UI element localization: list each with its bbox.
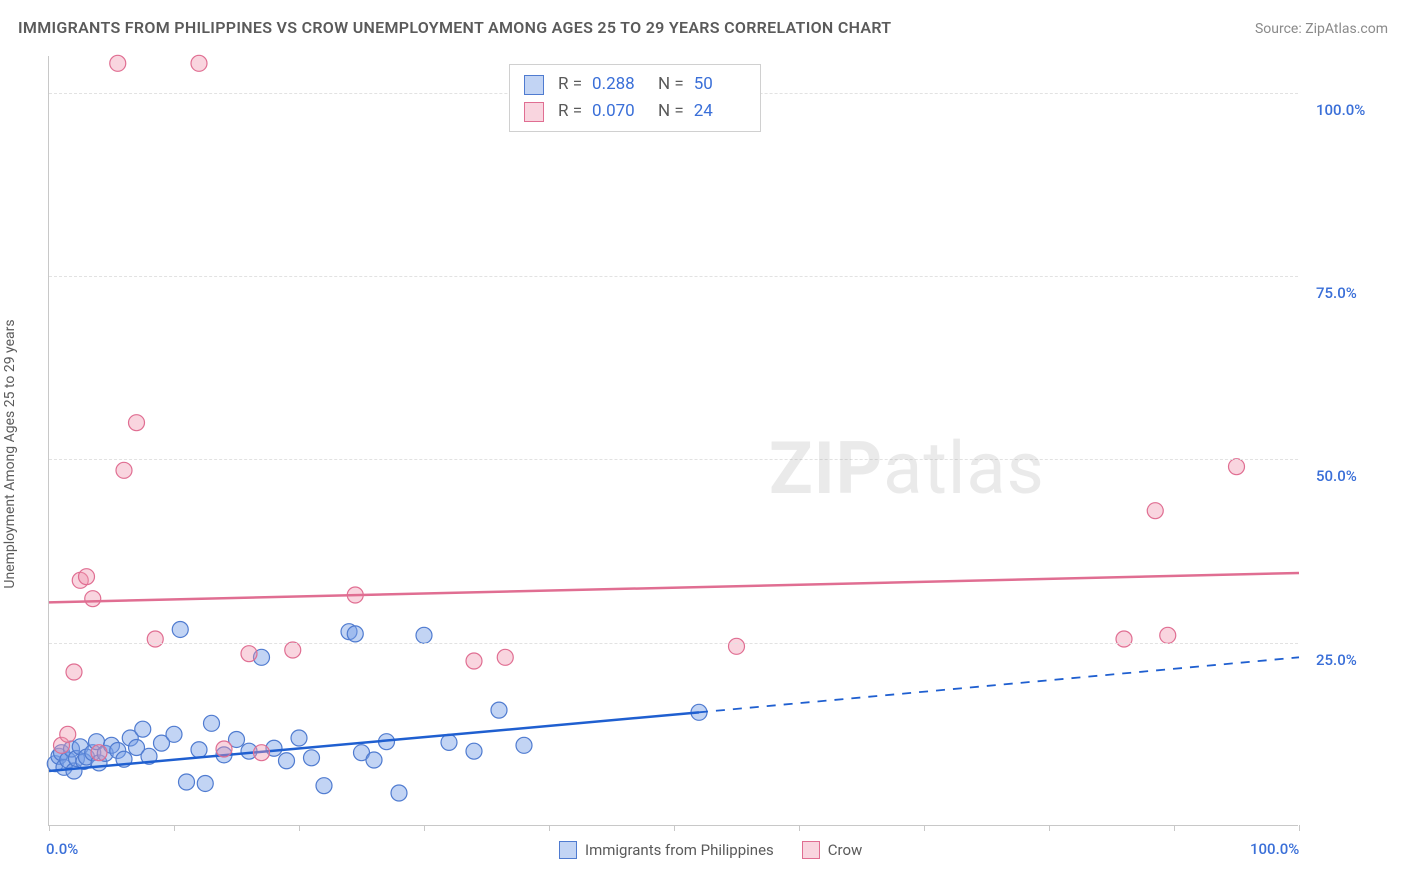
r-label: R = xyxy=(558,71,582,98)
n-label: N = xyxy=(658,71,684,98)
legend-swatch xyxy=(524,75,544,95)
x-tick-label: 0.0% xyxy=(46,840,78,858)
x-tick xyxy=(49,825,50,831)
x-tick xyxy=(549,825,550,831)
n-value: 50 xyxy=(694,71,746,98)
x-tick xyxy=(1174,825,1175,831)
data-point xyxy=(729,638,745,654)
data-point xyxy=(166,726,182,742)
data-point xyxy=(347,626,363,642)
legend-row: R = 0.070 N = 24 xyxy=(524,98,746,125)
gridline xyxy=(49,276,1298,277)
data-point xyxy=(66,664,82,680)
x-tick xyxy=(799,825,800,831)
legend-item: Immigrants from Philippines xyxy=(559,841,774,859)
data-point xyxy=(1116,631,1132,647)
data-point xyxy=(316,778,332,794)
legend-item: Crow xyxy=(802,841,863,859)
data-point xyxy=(110,55,126,71)
x-tick xyxy=(1049,825,1050,831)
data-point xyxy=(197,775,213,791)
data-point xyxy=(254,745,270,761)
data-point xyxy=(147,631,163,647)
data-point xyxy=(441,734,457,750)
data-point xyxy=(491,702,507,718)
y-tick-label: 75.0% xyxy=(1316,284,1357,302)
data-point xyxy=(304,750,320,766)
x-tick xyxy=(299,825,300,831)
trend-line xyxy=(49,573,1299,602)
legend-row: R = 0.288 N = 50 xyxy=(524,71,746,98)
gridline xyxy=(49,459,1298,460)
data-point xyxy=(1160,627,1176,643)
legend-swatch xyxy=(559,841,577,859)
x-tick xyxy=(924,825,925,831)
data-point xyxy=(497,649,513,665)
gridline xyxy=(49,643,1298,644)
legend-label: Crow xyxy=(828,841,863,859)
y-tick-label: 100.0% xyxy=(1316,101,1365,119)
x-tick xyxy=(424,825,425,831)
legend-swatch xyxy=(524,102,544,122)
r-value: 0.288 xyxy=(592,71,644,98)
data-point xyxy=(1147,503,1163,519)
data-point xyxy=(216,741,232,757)
legend-swatch xyxy=(802,841,820,859)
data-point xyxy=(416,627,432,643)
data-point xyxy=(129,415,145,431)
data-point xyxy=(204,715,220,731)
data-point xyxy=(60,726,76,742)
scatter-plot-svg xyxy=(49,56,1298,825)
data-point xyxy=(1229,459,1245,475)
y-tick-label: 25.0% xyxy=(1316,651,1357,669)
data-point xyxy=(85,591,101,607)
source-attribution: Source: ZipAtlas.com xyxy=(1255,21,1388,37)
data-point xyxy=(241,646,257,662)
data-point xyxy=(191,55,207,71)
data-point xyxy=(116,462,132,478)
data-point xyxy=(516,737,532,753)
x-tick-label: 100.0% xyxy=(1250,840,1299,858)
data-point xyxy=(179,774,195,790)
data-point xyxy=(135,721,151,737)
r-label: R = xyxy=(558,98,582,125)
r-value: 0.070 xyxy=(592,98,644,125)
chart-title: IMMIGRANTS FROM PHILIPPINES VS CROW UNEM… xyxy=(18,18,891,37)
data-point xyxy=(291,730,307,746)
correlation-legend: R = 0.288 N = 50 R = 0.070 N = 24 xyxy=(509,64,761,132)
n-value: 24 xyxy=(694,98,746,125)
data-point xyxy=(466,743,482,759)
data-point xyxy=(466,653,482,669)
data-point xyxy=(191,742,207,758)
data-point xyxy=(285,642,301,658)
data-point xyxy=(391,785,407,801)
data-point xyxy=(91,745,107,761)
data-point xyxy=(366,752,382,768)
n-label: N = xyxy=(658,98,684,125)
x-tick xyxy=(1299,825,1300,831)
legend-label: Immigrants from Philippines xyxy=(585,841,774,859)
x-tick xyxy=(174,825,175,831)
trend-line-extrapolated xyxy=(699,657,1299,712)
data-point xyxy=(172,621,188,637)
data-point xyxy=(79,569,95,585)
series-legend: Immigrants from Philippines Crow xyxy=(559,841,862,859)
y-axis-label: Unemployment Among Ages 25 to 29 years xyxy=(2,319,18,588)
y-tick-label: 50.0% xyxy=(1316,467,1357,485)
data-point xyxy=(279,753,295,769)
x-tick xyxy=(674,825,675,831)
scatter-plot-area: ZIPatlasR =0.288N =50R =0.070N =24Immigr… xyxy=(48,56,1298,826)
